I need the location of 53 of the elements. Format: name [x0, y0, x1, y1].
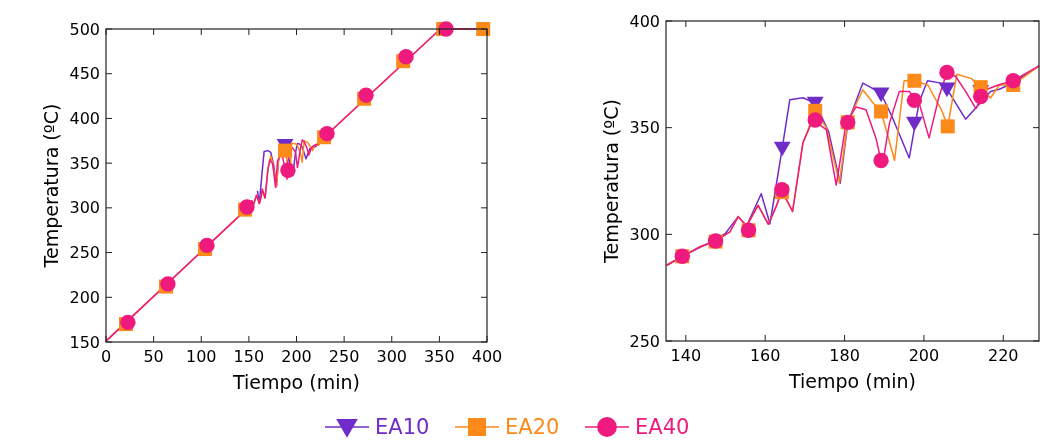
x-tick-label: 140 [670, 346, 702, 365]
point [972, 88, 989, 105]
y-tick-label: 300 [69, 198, 100, 218]
point [873, 152, 889, 169]
y-tick-label: 150 [69, 332, 100, 352]
x-tick-label: 350 [424, 347, 455, 366]
y-tick-label: 250 [69, 243, 100, 263]
point [874, 104, 889, 119]
x-axis-title: Tiempo (min) [788, 370, 916, 392]
y-tick-label: 250 [629, 331, 660, 351]
x-tick-label: 100 [185, 347, 217, 366]
point [940, 119, 955, 134]
y-tick-label: 500 [69, 19, 100, 39]
legend-label: EA40 [635, 415, 690, 440]
x-axis-title: Tiempo (min) [232, 371, 360, 393]
x-tick-label: 220 [988, 346, 1019, 365]
point [1005, 73, 1021, 89]
x-tick-label: 150 [233, 347, 265, 366]
point [939, 64, 955, 81]
x-tick-label: 50 [143, 347, 164, 366]
x-tick-label: 250 [328, 347, 360, 366]
point [199, 237, 215, 254]
point [807, 112, 823, 128]
point [938, 82, 956, 98]
y-tick-label: 450 [69, 64, 100, 84]
point [398, 49, 414, 65]
point [773, 141, 791, 157]
point [278, 143, 293, 158]
point [906, 92, 923, 109]
x-tick-label: 200 [281, 347, 312, 366]
y-tick-label: 300 [629, 224, 660, 244]
y-tick-label: 400 [69, 109, 100, 129]
x-tick-label: 200 [908, 346, 940, 365]
legend-label: EA20 [505, 415, 560, 440]
point [907, 73, 922, 88]
y-axis-title: Temperatura (ºC) [40, 103, 62, 269]
y-axis-title: Temperatura (ºC) [600, 99, 622, 264]
point [319, 125, 335, 142]
x-tick-label: 160 [749, 346, 781, 365]
x-tick-label: 0 [100, 347, 112, 366]
y-tick-label: 200 [69, 287, 100, 307]
line-series [666, 65, 1040, 267]
y-tick-label: 350 [629, 118, 660, 138]
point [906, 116, 923, 132]
y-tick-label: 400 [629, 11, 660, 31]
x-tick-label: 300 [376, 347, 408, 366]
legend-label: EA10 [375, 415, 430, 440]
x-tick-label: 400 [471, 347, 503, 366]
x-tick-label: 180 [829, 346, 860, 365]
point [280, 162, 296, 178]
point [872, 87, 890, 103]
point [358, 87, 374, 103]
y-tick-label: 350 [69, 153, 100, 173]
